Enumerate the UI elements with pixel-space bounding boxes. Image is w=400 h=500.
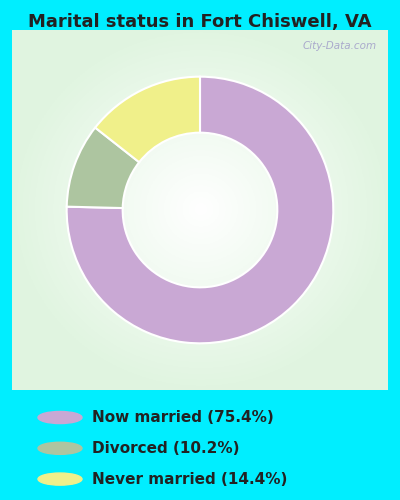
Text: Now married (75.4%): Now married (75.4%) <box>92 410 274 425</box>
Circle shape <box>38 412 82 424</box>
Circle shape <box>38 442 82 454</box>
Text: Marital status in Fort Chiswell, VA: Marital status in Fort Chiswell, VA <box>28 13 372 31</box>
Text: Divorced (10.2%): Divorced (10.2%) <box>92 441 240 456</box>
Wedge shape <box>67 128 139 208</box>
Wedge shape <box>67 76 333 344</box>
Wedge shape <box>95 76 200 162</box>
Circle shape <box>38 473 82 485</box>
Text: City-Data.com: City-Data.com <box>302 41 377 51</box>
Text: Never married (14.4%): Never married (14.4%) <box>92 472 287 486</box>
